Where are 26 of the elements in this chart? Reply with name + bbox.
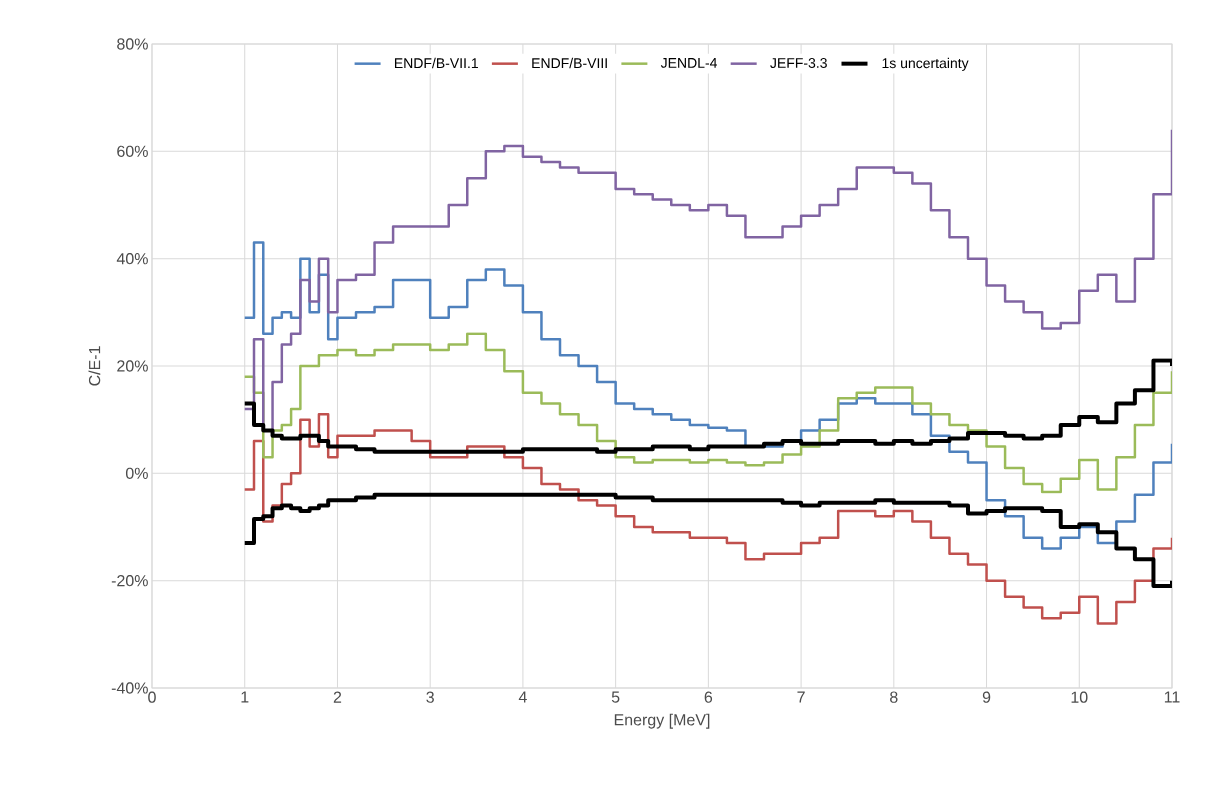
- x-axis-title: Energy [MeV]: [614, 713, 710, 729]
- x-tick-label: 6: [704, 691, 713, 703]
- y-tick-label: -40%: [111, 682, 148, 694]
- y-tick-label: 0%: [125, 467, 148, 479]
- y-tick-label: -20%: [111, 574, 148, 587]
- x-tick-label: 5: [611, 691, 620, 703]
- x-tick-label: 3: [426, 691, 434, 703]
- x-tick-label: 9: [982, 691, 991, 703]
- x-tick-label: 10: [1071, 691, 1088, 703]
- legend-label: ENDF/B-VIII: [532, 57, 607, 69]
- y-tick-label: 60%: [117, 145, 148, 157]
- legend-label: 1s uncertainty: [882, 57, 969, 71]
- x-tick-label: 4: [518, 691, 527, 703]
- x-tick-label: 7: [797, 691, 805, 703]
- x-tick-label: 11: [1164, 691, 1180, 703]
- legend-label: JENDL-4: [660, 58, 718, 68]
- x-tick-label: 0: [148, 691, 156, 703]
- x-tick-label: 8: [890, 691, 898, 703]
- legend-label: JEFF-3.3: [770, 58, 827, 68]
- y-tick-label: 40%: [116, 252, 148, 265]
- x-tick-label: 1: [241, 691, 249, 703]
- y-tick-label: 20%: [117, 360, 148, 372]
- legend-label: ENDF/B-VII.1: [394, 57, 478, 69]
- y-axis-title: C/E-1: [88, 346, 101, 386]
- y-tick-label: 80%: [117, 38, 148, 50]
- x-tick-label: 2: [333, 691, 342, 703]
